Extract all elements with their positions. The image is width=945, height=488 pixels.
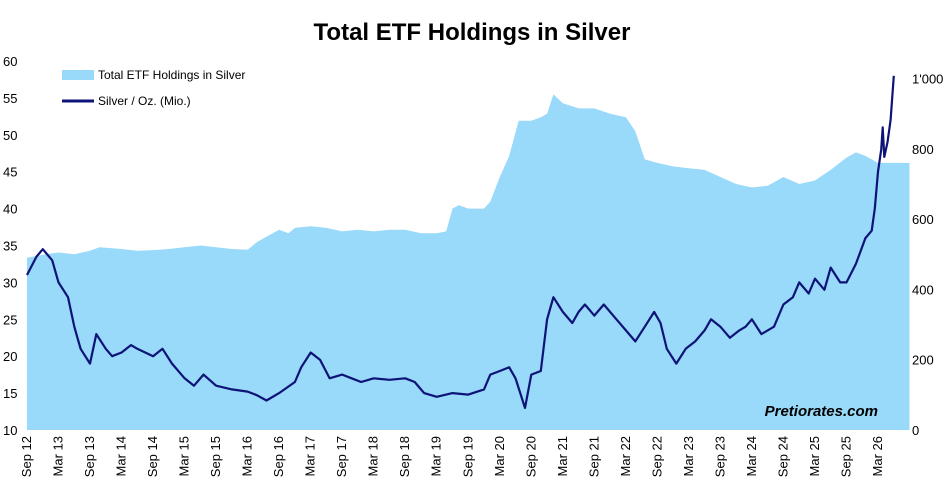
x-tick-label: Sep 23: [712, 436, 727, 477]
right-tick-label: 800: [912, 142, 934, 157]
right-tick-label: 400: [912, 282, 934, 297]
x-tick-label: Sep 17: [334, 436, 349, 477]
left-tick-label: 50: [3, 128, 17, 143]
x-tick-label: Sep 21: [586, 436, 601, 477]
x-tick-label: Mar 18: [366, 436, 381, 476]
legend-label-etf-holdings: Total ETF Holdings in Silver: [98, 68, 245, 82]
left-tick-label: 35: [3, 239, 17, 254]
silver-price-line: [26, 75, 895, 409]
x-tick-label: Mar 17: [303, 436, 318, 476]
left-axis: 10 15 20 25 30 35 40 45 50 55 60: [3, 54, 17, 438]
x-tick-label: Sep 13: [82, 436, 97, 477]
x-tick-label: Sep 16: [271, 436, 286, 477]
x-tick-label: Mar 21: [555, 436, 570, 476]
x-tick-label: Mar 16: [240, 436, 255, 476]
right-tick-label: 0: [912, 423, 919, 438]
x-axis: Sep 12 Mar 13 Sep 13 Mar 14 Sep 14 Mar 15 Sep …: [19, 436, 885, 477]
legend-swatch-area: [62, 70, 94, 80]
left-tick-label: 15: [3, 386, 17, 401]
x-tick-label: Sep 22: [649, 436, 664, 477]
right-tick-label: 200: [912, 353, 934, 368]
x-tick-label: Mar 23: [681, 436, 696, 476]
right-tick-label: 1'000: [912, 72, 943, 87]
right-tick-label: 600: [912, 212, 934, 227]
x-tick-label: Mar 22: [618, 436, 633, 476]
legend: Total ETF Holdings in Silver Silver / Oz…: [62, 68, 245, 108]
left-tick-label: 30: [3, 275, 17, 290]
x-tick-label: Sep 19: [460, 436, 475, 477]
left-tick-label: 10: [3, 423, 17, 438]
x-tick-label: Sep 15: [208, 436, 223, 477]
right-axis: 0 200 400 600 800 1'000: [912, 72, 943, 438]
x-tick-label: Mar 19: [429, 436, 444, 476]
x-tick-label: Sep 14: [145, 436, 160, 477]
left-tick-label: 45: [3, 165, 17, 180]
left-tick-label: 55: [3, 91, 17, 106]
x-tick-label: Mar 13: [51, 436, 66, 476]
watermark: Pretiorates.com: [765, 403, 878, 420]
x-tick-label: Sep 25: [838, 436, 853, 477]
x-tick-label: Sep 12: [19, 436, 34, 477]
x-tick-label: Mar 20: [492, 436, 507, 476]
x-tick-label: Mar 24: [744, 436, 759, 476]
left-tick-label: 40: [3, 202, 17, 217]
x-tick-label: Sep 18: [397, 436, 412, 477]
etf-holdings-area: [27, 94, 910, 431]
x-tick-label: Sep 20: [523, 436, 538, 477]
x-tick-label: Mar 26: [870, 436, 885, 476]
x-tick-label: Mar 25: [807, 436, 822, 476]
legend-label-silver-price: Silver / Oz. (Mio.): [98, 94, 191, 108]
x-tick-label: Mar 14: [114, 436, 129, 476]
chart-title: Total ETF Holdings in Silver: [314, 19, 631, 46]
x-tick-label: Mar 15: [177, 436, 192, 476]
plot-area: [26, 75, 910, 431]
left-tick-label: 25: [3, 312, 17, 327]
x-tick-label: Sep 24: [775, 436, 790, 477]
left-tick-label: 20: [3, 349, 17, 364]
left-tick-label: 60: [3, 54, 17, 69]
